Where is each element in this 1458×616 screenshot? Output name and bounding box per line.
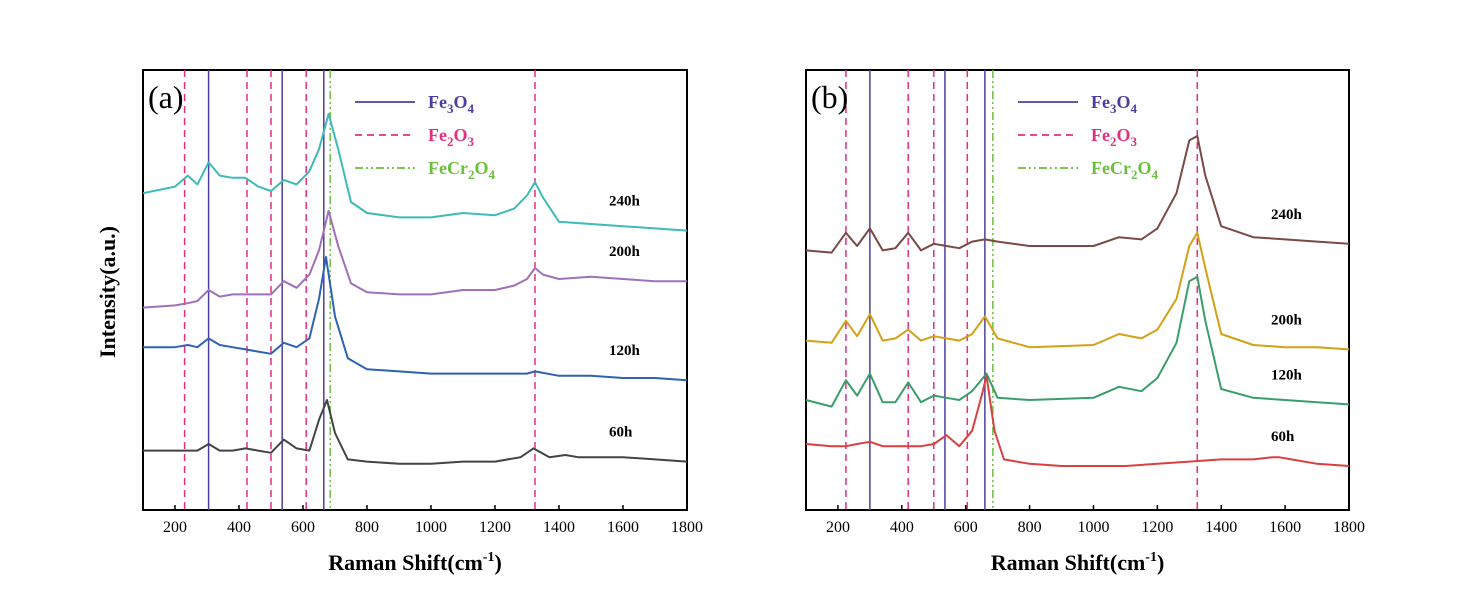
legend-label: Fe3O4 — [1091, 92, 1138, 116]
x-axis-label-main: Raman Shift(cm — [328, 550, 483, 575]
panel-label: (b) — [811, 79, 848, 115]
legend-label-part: Fe — [428, 125, 447, 145]
x-tick-label: 800 — [1018, 519, 1042, 536]
series-label-240h: 240h — [1271, 207, 1303, 223]
legend-label-subscript: 4 — [1131, 101, 1138, 116]
spectrum-line-60h — [143, 399, 688, 465]
spectrum-line-240h — [805, 135, 1350, 254]
x-tick-label: 1000 — [1077, 519, 1109, 536]
legend-label-subscript: 2 — [1110, 134, 1117, 149]
x-tick-label: 1400 — [1205, 519, 1237, 536]
panel-b: 240h 200h 120h 60h 200 400 600 800 1000 1200 1400 1… — [805, 69, 1365, 575]
series-label-60h: 60h — [1271, 429, 1295, 445]
x-tick-label: 200 — [826, 519, 850, 536]
series-label-60h: 60h — [609, 425, 633, 441]
legend-label-subscript: 3 — [1131, 134, 1138, 149]
spectrum-line-120h — [805, 275, 1350, 408]
legend-label-part: FeCr — [1091, 158, 1131, 178]
legend-label-subscript: 4 — [1152, 167, 1159, 182]
legend-label-subscript: 3 — [1110, 101, 1117, 116]
legend-label: FeCr2O4 — [428, 158, 496, 182]
x-tick-label: 1400 — [543, 519, 575, 536]
legend-label-part: O — [453, 92, 467, 112]
series-label-120h: 120h — [609, 343, 641, 359]
spectrum-line-200h — [142, 209, 687, 309]
legend-label-part: FeCr — [428, 158, 468, 178]
shared-annotations: Intensity(a.u.) — [95, 226, 120, 358]
x-tick-label: 1200 — [479, 519, 511, 536]
x-axis-label-superscript: -1 — [483, 550, 495, 565]
panel-label: (a) — [148, 79, 184, 115]
legend-label: Fe3O4 — [428, 92, 475, 116]
x-axis-label-close: ) — [1157, 550, 1164, 575]
spectrum-line-200h — [805, 231, 1350, 351]
legend-label-part: Fe — [428, 92, 447, 112]
series-label-240h: 240h — [609, 194, 641, 210]
spectrum-line-240h — [142, 113, 688, 232]
x-tick-label: 1800 — [671, 519, 703, 536]
plot-frame — [805, 69, 1350, 511]
series-label-200h: 200h — [609, 244, 641, 260]
x-tick-label: 200 — [163, 519, 187, 536]
x-axis-label-main: Raman Shift(cm — [991, 550, 1146, 575]
x-tick-label: 400 — [227, 519, 251, 536]
x-tick-label: 400 — [890, 519, 914, 536]
x-axis-label: Raman Shift(cm-1) — [328, 550, 502, 575]
legend-label-subscript: 3 — [447, 101, 454, 116]
legend-label-subscript: 4 — [489, 167, 496, 182]
x-tick-label: 1600 — [607, 519, 639, 536]
legend-label-subscript: 4 — [468, 101, 475, 116]
x-axis-label: Raman Shift(cm-1) — [991, 550, 1165, 575]
legend-label: Fe2O3 — [428, 125, 475, 149]
x-tick-label: 600 — [291, 519, 315, 536]
y-axis-label: Intensity(a.u.) — [95, 226, 120, 358]
panel-a: 240h 200h 120h 60h 200 400 600 800 1000 1200 1400 1… — [142, 69, 703, 575]
legend-label-part: O — [1137, 158, 1151, 178]
legend-label-subscript: 3 — [468, 134, 475, 149]
legend-label-part: O — [474, 158, 488, 178]
series-label-200h: 200h — [1271, 312, 1303, 328]
series-label-120h: 120h — [1271, 367, 1303, 383]
legend-label-part: Fe — [1091, 125, 1110, 145]
legend-label-part: O — [1116, 125, 1130, 145]
legend-label-part: O — [453, 125, 467, 145]
plot-frame — [142, 69, 688, 511]
legend-label-part: Fe — [1091, 92, 1110, 112]
x-tick-label: 1800 — [1333, 519, 1365, 536]
legend-label: FeCr2O4 — [1091, 158, 1159, 182]
x-axis-label-close: ) — [494, 550, 501, 575]
x-axis-label-superscript: -1 — [1145, 550, 1157, 565]
x-tick-label: 1600 — [1269, 519, 1301, 536]
x-tick-label: 800 — [355, 519, 379, 536]
x-tick-label: 1200 — [1141, 519, 1173, 536]
legend-label-subscript: 2 — [447, 134, 454, 149]
legend-label: Fe2O3 — [1091, 125, 1138, 149]
x-tick-label: 1000 — [415, 519, 447, 536]
spectrum-line-120h — [143, 256, 688, 382]
legend-label-part: O — [1116, 92, 1130, 112]
legend-label-subscript: 2 — [1131, 167, 1138, 182]
legend-label-subscript: 2 — [468, 167, 475, 182]
x-tick-label: 600 — [954, 519, 978, 536]
spectrum-line-60h — [805, 374, 1350, 467]
